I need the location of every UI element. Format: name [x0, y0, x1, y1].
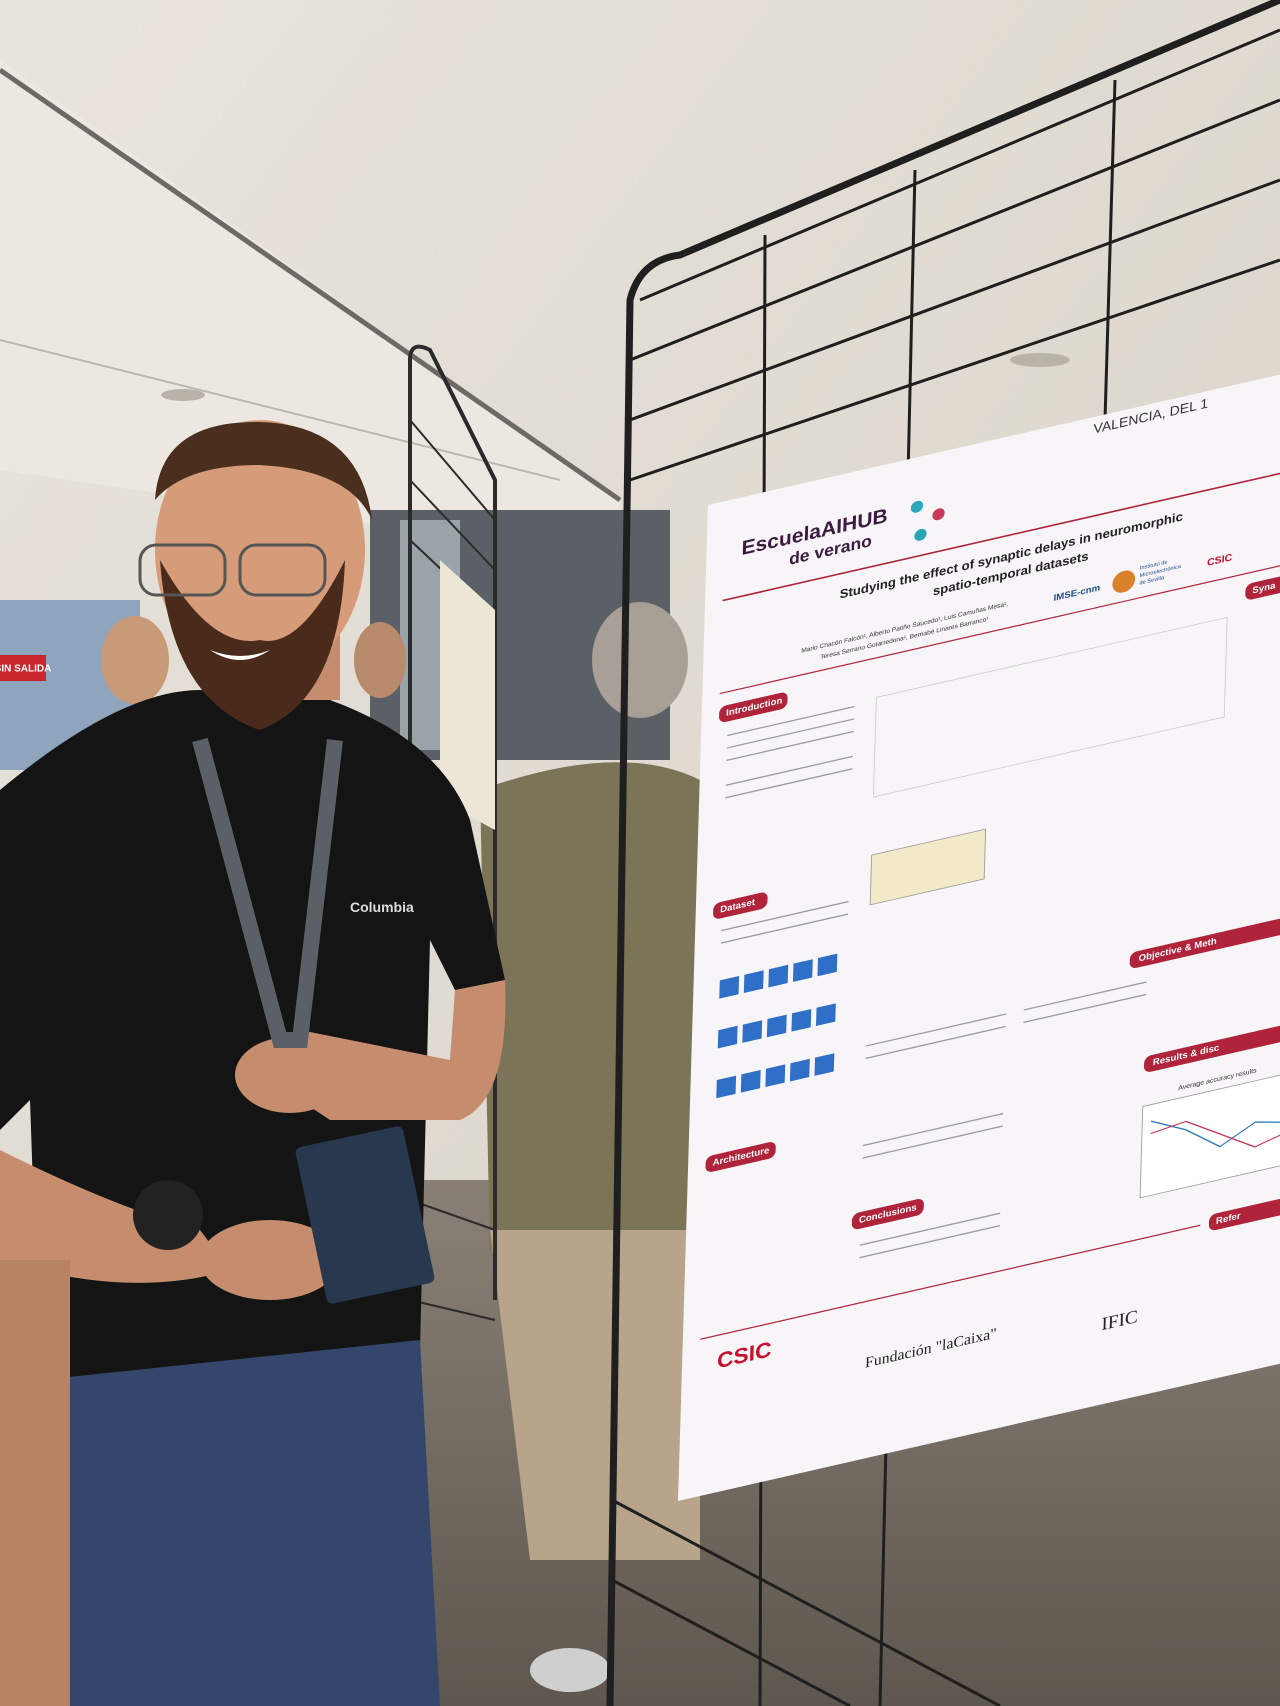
text-line	[726, 718, 854, 749]
rack-frame	[606, 0, 1280, 1706]
logo-node	[932, 508, 945, 521]
ceiling-rail	[0, 67, 622, 503]
header-rule	[722, 463, 1280, 602]
section-pill	[1245, 569, 1280, 600]
rack-wire	[639, 28, 1280, 302]
ceiling-light	[161, 389, 205, 401]
text-line	[865, 1013, 1007, 1047]
frame	[792, 959, 813, 982]
text-line	[1023, 993, 1147, 1024]
frame	[716, 1075, 737, 1099]
rack-wire	[409, 1199, 496, 1231]
lanyard	[192, 737, 343, 1048]
text-line	[725, 755, 853, 787]
body-text	[720, 705, 1147, 1259]
presenter: Columbia	[0, 420, 506, 1706]
hand	[200, 1220, 340, 1300]
rack-wire	[629, 258, 1280, 482]
text-line	[720, 913, 849, 944]
chart-line	[1150, 1120, 1280, 1148]
logo-institute	[1112, 570, 1136, 593]
ceiling-light	[1010, 353, 1070, 367]
bg-person-head	[354, 622, 406, 698]
frame	[742, 1020, 763, 1043]
rack-frame	[408, 344, 497, 1700]
small-poster	[440, 560, 495, 830]
architecture-diagram	[869, 828, 987, 906]
jeans	[40, 1340, 440, 1706]
frame	[791, 1009, 812, 1032]
section-pill	[851, 1199, 924, 1230]
badge	[295, 1126, 435, 1304]
text-line	[1023, 981, 1147, 1011]
section-pill	[705, 1142, 776, 1172]
section-pill	[1143, 1022, 1280, 1072]
frame	[768, 964, 789, 988]
text-line	[859, 1224, 1000, 1259]
glasses-lens	[238, 543, 327, 597]
logo-node	[910, 500, 924, 513]
watch	[133, 1180, 203, 1250]
bg-person-shirt	[480, 762, 700, 1250]
sections: Introduction Dataset Architecture Conclu…	[705, 569, 1280, 1231]
exit-sign-text: SIN SALIDA	[0, 664, 51, 675]
foreground-arm	[0, 1260, 70, 1706]
rack-wire	[409, 1299, 496, 1321]
rack-wire	[409, 419, 496, 521]
exit-sign	[0, 655, 46, 681]
bg-person-head	[592, 602, 688, 718]
bg-person-shorts	[490, 1230, 700, 1560]
smile	[210, 650, 270, 660]
frame	[765, 1064, 786, 1088]
section-pill	[1208, 1196, 1280, 1231]
rack-wire	[611, 1498, 1001, 1706]
rack-wire	[1103, 79, 1117, 421]
frame	[817, 953, 838, 977]
frame	[717, 1025, 738, 1049]
text-line	[865, 1025, 1006, 1060]
hair	[155, 421, 372, 520]
logo-node	[914, 528, 927, 541]
glasses-lens	[138, 543, 227, 597]
delay-diagram	[872, 616, 1228, 798]
text-line	[726, 730, 854, 762]
frame	[815, 1003, 836, 1027]
institute-name: de Sevilla	[1139, 575, 1165, 587]
rack-wire	[629, 178, 1280, 422]
rack-wire	[611, 1578, 851, 1706]
frame	[814, 1053, 835, 1076]
footer-rule	[700, 1224, 1201, 1340]
poster-sheet	[677, 364, 1280, 1502]
text-line	[862, 1112, 1004, 1147]
ceiling-beam	[0, 60, 620, 560]
beard	[160, 560, 345, 730]
frame	[743, 970, 764, 994]
text-line	[727, 705, 855, 737]
frame	[740, 1070, 761, 1093]
text-line	[862, 1125, 1003, 1159]
bg-person-head	[101, 616, 169, 704]
text-line	[721, 900, 849, 932]
section-pill	[1129, 914, 1280, 968]
bg-person-shoe	[530, 1648, 610, 1692]
rack-wire	[409, 479, 496, 571]
frame	[766, 1014, 787, 1038]
hand	[235, 1037, 345, 1113]
text-line	[725, 768, 853, 799]
section-pill	[719, 692, 788, 723]
rack-wire	[629, 98, 1280, 362]
shirt-brand: Columbia	[350, 899, 414, 915]
poster: VALENCIA, DEL 1 EscuelaAIHUB de verano S…	[677, 364, 1280, 1502]
frame	[789, 1058, 810, 1082]
ceiling-edge	[0, 339, 561, 481]
section-pill	[713, 892, 768, 919]
chart-line	[1150, 1120, 1280, 1148]
header-rule	[719, 556, 1280, 695]
text-line	[859, 1212, 1001, 1246]
frame	[719, 976, 740, 999]
dataset-frames	[716, 953, 838, 1099]
